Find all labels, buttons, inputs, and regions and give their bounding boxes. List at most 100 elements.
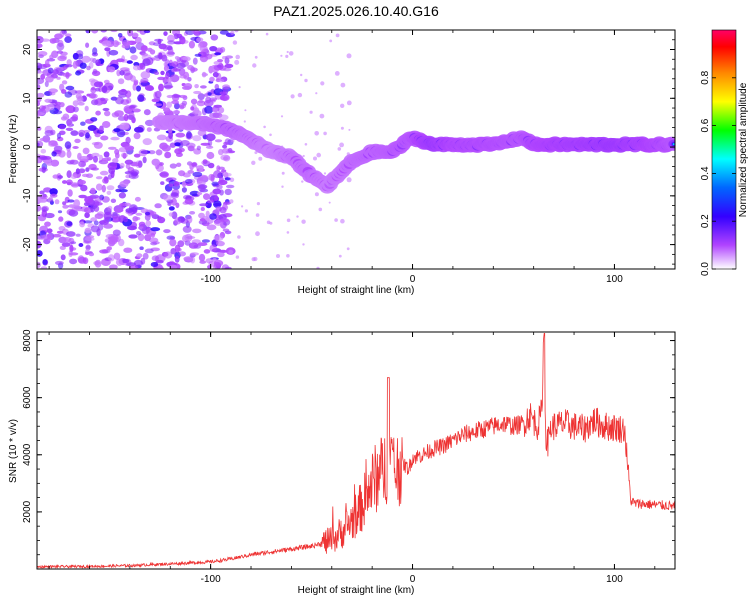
spectrogram-noise-blob [84, 236, 95, 242]
spectrogram-noise-blob [71, 205, 82, 211]
spectrogram-noise-blob [199, 218, 206, 222]
spectrogram-noise-blob [222, 84, 231, 90]
spectrogram-noise-blob [52, 174, 60, 179]
spectrogram-noise-blob [163, 81, 173, 90]
spectrogram-noise-blob [145, 211, 151, 216]
spectrogram-noise-blob [223, 201, 231, 205]
spectrogram-noise-blob [65, 127, 74, 131]
spectrogram-noise-blob [44, 130, 54, 136]
spectrogram-noise-layer [37, 30, 352, 269]
spectrogram-noise-blob [92, 68, 98, 74]
spectrogram-noise-blob [113, 252, 121, 260]
spectrogram-noise-blob [165, 72, 170, 80]
spectrogram-noise-blob [217, 59, 224, 63]
spectrogram-noise-blob [210, 174, 215, 182]
spectrogram-noise-blob [37, 70, 44, 74]
spectrogram-noise-blob [168, 206, 175, 211]
spectrogram-noise-blob [203, 249, 211, 254]
spectrogram-noise-blob [314, 192, 319, 197]
spectrogram-noise-blob [138, 149, 148, 157]
spectrogram-noise-blob [174, 56, 180, 60]
spectrogram-noise-blob [206, 224, 217, 231]
spectrogram-noise-blob [346, 177, 352, 183]
spectrogram-noise-blob [136, 253, 143, 258]
spectrogram-noise-blob [51, 50, 59, 59]
spectrogram-noise-blob [203, 99, 214, 107]
spectrogram-noise-blob [101, 85, 108, 93]
spectrogram-noise-blob [132, 83, 137, 91]
spectrogram-noise-blob [214, 52, 222, 56]
spectrogram-noise-blob [104, 47, 111, 52]
spectrogram-noise-blob [50, 159, 60, 167]
spectrogram-noise-blob [112, 229, 121, 236]
spectrogram-noise-blob [335, 33, 340, 38]
spectrogram-noise-blob [83, 220, 93, 224]
spectrogram-noise-blob [178, 94, 188, 99]
spectrogram-noise-blob [58, 216, 64, 222]
spectrogram-noise-blob [49, 193, 58, 198]
spectrogram-noise-blob [120, 88, 127, 93]
spectrogram-noise-blob [45, 76, 54, 83]
spectrogram-y-label: Frequency (Hz) [8, 115, 19, 184]
spectrogram-noise-blob [93, 141, 103, 149]
colorbar-tick-label: 0.0 [700, 262, 711, 276]
spectrogram-noise-blob [163, 194, 172, 202]
spectrogram-noise-blob [79, 221, 85, 228]
spectrogram-noise-blob [197, 42, 203, 49]
spectrogram-noise-blob [173, 33, 179, 40]
spectrogram-noise-blob [47, 67, 54, 74]
spectrogram-noise-blob [81, 55, 91, 63]
spectrogram-noise-blob [78, 168, 86, 174]
spectrogram-noise-blob [85, 167, 90, 172]
spectrogram-noise-blob [62, 113, 70, 120]
spectrogram-noise-blob [142, 156, 147, 164]
spectrogram-noise-blob [183, 256, 194, 262]
spectrogram-noise-blob [211, 99, 216, 103]
spectrogram-noise-blob [188, 40, 195, 49]
spectrogram-noise-blob [68, 250, 73, 258]
spectrogram-noise-blob [224, 63, 234, 69]
spectrogram-noise-blob [219, 218, 229, 223]
spectrogram-noise-blob [49, 188, 58, 196]
spectrogram-noise-blob [182, 225, 192, 233]
spectrogram-noise-blob [88, 252, 95, 257]
spectrogram-noise-blob [56, 76, 61, 80]
spectrogram-noise-blob [44, 59, 50, 67]
spectrogram-noise-blob [198, 165, 204, 172]
spectrogram-noise-blob [192, 57, 198, 65]
spectrogram-noise-blob [186, 131, 192, 139]
spectrogram-noise-blob [122, 41, 132, 45]
spectrogram-noise-blob [256, 202, 260, 206]
spectrogram-noise-blob [281, 171, 285, 175]
spectrogram-noise-blob [142, 58, 151, 66]
spectrogram-noise-blob [57, 175, 63, 179]
spectrogram-noise-blob [159, 172, 169, 177]
spectrogram-noise-blob [133, 259, 143, 267]
spectrogram-noise-blob [144, 119, 155, 127]
spectrogram-noise-blob [49, 92, 56, 96]
spectrogram-noise-blob [197, 93, 205, 101]
spectrogram-noise-blob [151, 158, 160, 166]
spectrogram-noise-blob [101, 184, 107, 193]
spectrogram-noise-blob [314, 131, 320, 136]
spectrogram-noise-blob [219, 206, 227, 214]
spectrogram-x-ticks: -100 0 100 [48, 30, 656, 285]
spectrogram-noise-blob [155, 259, 164, 264]
spectrogram-noise-blob [56, 42, 65, 51]
spectrogram-noise-blob [194, 53, 202, 57]
spectrogram-noise-blob [148, 150, 156, 155]
spectrogram-noise-blob [103, 223, 113, 229]
spectrogram-noise-blob [99, 170, 109, 176]
spectrogram-noise-blob [206, 151, 215, 160]
spectrogram-noise-blob [64, 64, 73, 68]
spectrogram-noise-blob [286, 218, 291, 223]
spectrogram-noise-blob [142, 138, 152, 146]
spectrogram-noise-blob [134, 36, 142, 44]
spectrogram-noise-blob [337, 147, 342, 151]
spectrogram-noise-blob [340, 218, 345, 224]
spectrogram-noise-blob [183, 71, 190, 80]
spectrogram-noise-blob [174, 102, 180, 110]
spectrogram-noise-blob [88, 92, 97, 99]
spectrogram-noise-blob [66, 150, 72, 159]
spectrogram-noise-blob [168, 183, 174, 187]
